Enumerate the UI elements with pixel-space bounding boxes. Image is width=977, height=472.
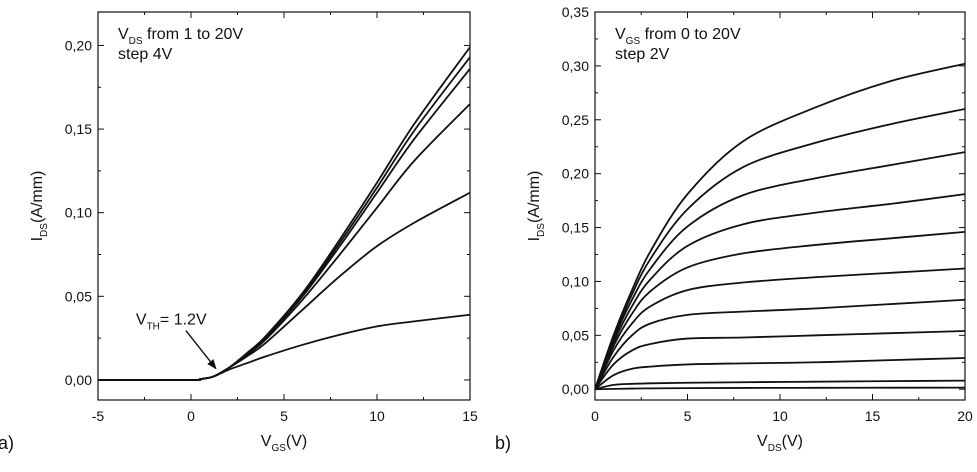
panel-b-y-tick-label: 0,30	[562, 58, 589, 74]
panel-a-legend-line-1: VDS from 1 to 20V	[118, 26, 243, 47]
panel-a-y-tick-label: 0,00	[65, 372, 92, 388]
panel-b-y-tick-label: 0,10	[562, 273, 589, 289]
panel-a-y-tick-label: 0,20	[65, 37, 92, 53]
panel-a-plot-frame	[97, 11, 471, 401]
panel-b-series-line-3	[595, 357, 965, 390]
panel-a-series-line-6	[98, 46, 470, 381]
panel-a-x-tick-label: 10	[369, 408, 385, 424]
panel-b-series-line-10	[595, 108, 965, 390]
panel-b-series-line-6	[595, 267, 965, 390]
panel-b-chart: 0 5 10 15 20 0,00 0,05 0,10 0,15 0,20 0,25 0,30 0,35…	[495, 4, 973, 454]
panel-b-y-tick-label: 0,05	[562, 327, 589, 343]
panel-a-x-tick-label: 0	[187, 408, 195, 424]
panel-b-x-tick-label: 20	[957, 408, 973, 424]
panel-a-series-line-4	[98, 68, 470, 381]
panel-a-x-axis-label: VGS(V)	[261, 433, 307, 454]
panel-a-y-tick-label: 0,05	[65, 288, 92, 304]
panel-b-plot-frame	[594, 11, 966, 401]
panel-b-y-tick-label: 0,20	[562, 166, 589, 182]
panel-a-threshold-arrow	[185, 330, 217, 370]
panel-b-y-tick-label: 0,00	[562, 381, 589, 397]
panel-b-series-line-11	[595, 62, 965, 390]
panel-b-x-tick-label: 0	[591, 408, 599, 424]
panel-b-x-tick-label: 10	[772, 408, 788, 424]
panel-b-series-line-7	[595, 230, 965, 390]
panel-b-legend-line-1: VGS from 0 to 20V	[615, 26, 741, 47]
panel-b-x-tick-label: 15	[865, 408, 881, 424]
panel-a-panel-label: a)	[0, 433, 14, 453]
panel-b-x-axis-label: VDS(V)	[757, 433, 803, 454]
panel-a-series-line-3	[98, 103, 470, 381]
panel-a-legend-line-2: step 4V	[118, 46, 173, 63]
panel-b-series-line-8	[595, 193, 965, 390]
panel-a-threshold-annotation: VTH= 1.2V	[136, 312, 207, 333]
panel-b-legend-line-2: step 2V	[615, 46, 670, 63]
panel-b-y-tick-label: 0,35	[562, 4, 589, 20]
panel-b-series-line-4	[595, 330, 965, 390]
panel-b-y-tick-label: 0,25	[562, 112, 589, 128]
panel-b-series-line-1	[595, 386, 965, 391]
panel-b-series-line-2	[595, 379, 965, 391]
panel-a-x-tick-label: -5	[92, 408, 105, 424]
panel-b-y-axis-label: IDS(A/mm)	[526, 171, 547, 242]
panel-b-panel-label: b)	[495, 433, 511, 453]
panel-b-series-line-9	[595, 151, 965, 390]
panel-a-y-tick-label: 0,10	[65, 205, 92, 221]
panel-a-x-tick-label: 15	[462, 408, 478, 424]
panel-a-chart: -5 0 5 10 15 0,00 0,05 0,10 0,15 0,20 VGS(V) IDS(A/…	[0, 11, 478, 454]
panel-a-y-axis-label: IDS(A/mm)	[29, 171, 50, 242]
panel-b-series-line-5	[595, 298, 965, 390]
panel-a-y-tick-label: 0,15	[65, 121, 92, 137]
panel-a-x-tick-label: 5	[280, 408, 288, 424]
panel-b-y-tick-label: 0,15	[562, 220, 589, 236]
panel-b-x-tick-label: 5	[684, 408, 692, 424]
panel-a-series-line-2	[98, 191, 470, 381]
